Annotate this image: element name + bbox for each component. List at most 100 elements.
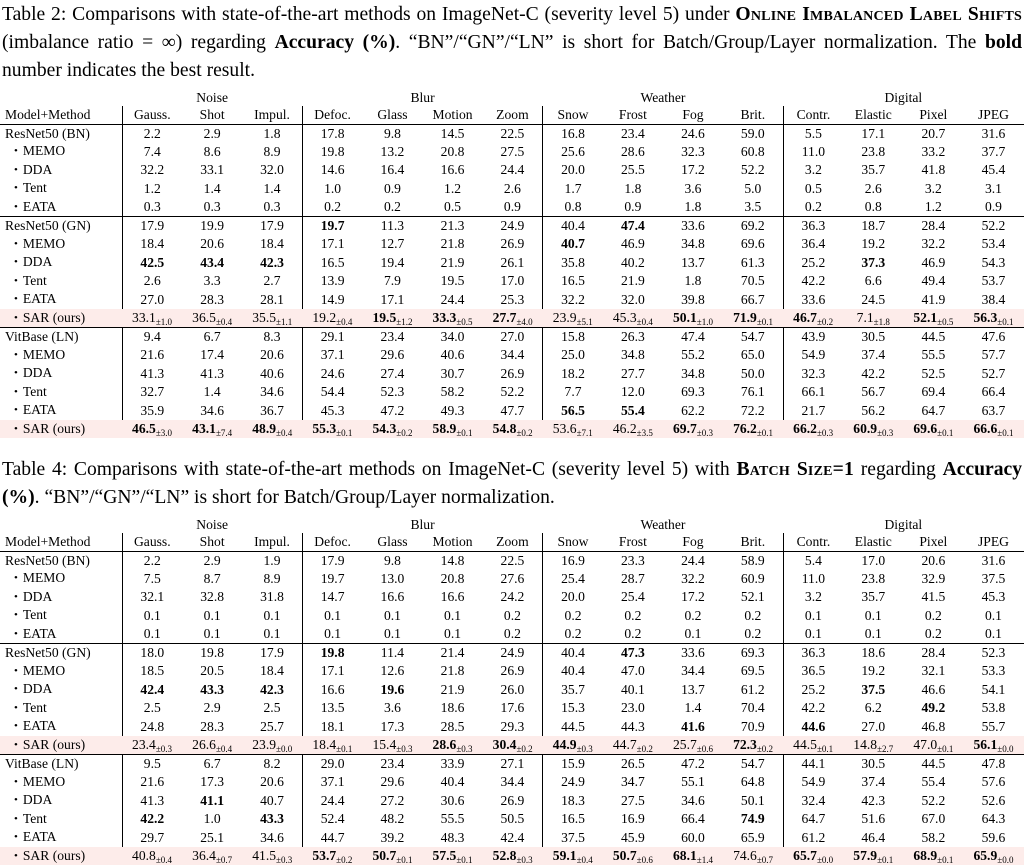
row-label-cell: •EATA bbox=[0, 717, 122, 736]
table-cell: 1.8 bbox=[242, 124, 302, 142]
column-header-elastic: Elastic bbox=[843, 106, 903, 124]
table-cell: 59.6 bbox=[963, 828, 1023, 847]
accuracy-value: 31.6 bbox=[982, 126, 1006, 141]
table-cell: 0.1 bbox=[423, 625, 483, 644]
table-cell: 33.6 bbox=[783, 290, 843, 309]
stddev-subscript: ±3.5 bbox=[637, 428, 653, 438]
table-cell: 44.5 bbox=[543, 717, 603, 736]
accuracy-value: 0.3 bbox=[264, 199, 281, 214]
table-cell: 43.3 bbox=[182, 680, 242, 699]
accuracy-value: 24.4 bbox=[501, 162, 525, 177]
accuracy-value: 25.7 bbox=[673, 737, 697, 752]
row-label-cell: •DDA bbox=[0, 680, 122, 699]
table-cell: 0.1 bbox=[663, 625, 723, 644]
method-label: Tent bbox=[23, 811, 47, 826]
table-cell: 19.8 bbox=[182, 644, 242, 662]
accuracy-value: 21.6 bbox=[140, 774, 164, 789]
method-label: Tent bbox=[23, 700, 47, 715]
column-header-jpeg: JPEG bbox=[963, 533, 1023, 551]
table-cell: 1.0 bbox=[182, 810, 242, 829]
table-cell: 56.1±0.0 bbox=[963, 736, 1023, 755]
table-cell: 27.0 bbox=[483, 328, 543, 346]
accuracy-value: 2.9 bbox=[204, 553, 221, 568]
table-cell: 29.7 bbox=[122, 828, 182, 847]
table-cell: 18.4 bbox=[242, 235, 302, 254]
table-cell: 17.2 bbox=[663, 161, 723, 180]
table-cell: 18.0 bbox=[122, 644, 182, 662]
accuracy-value: 29.0 bbox=[321, 756, 345, 771]
accuracy-value: 36.5 bbox=[192, 310, 216, 325]
accuracy-value: 53.3 bbox=[982, 663, 1006, 678]
accuracy-value: 33.9 bbox=[441, 756, 465, 771]
stddev-subscript: ±1.2 bbox=[396, 317, 412, 327]
table-cell: 1.2 bbox=[903, 198, 963, 217]
table-cell: 0.1 bbox=[843, 606, 903, 625]
table-cell: 21.4 bbox=[423, 644, 483, 662]
caption-segment: Table 4: Comparisons with state-of-the-a… bbox=[2, 459, 736, 480]
stddev-subscript: ±0.3 bbox=[456, 744, 472, 754]
table-cell: 47.7 bbox=[483, 401, 543, 420]
accuracy-value: 44.1 bbox=[802, 756, 826, 771]
accuracy-value: 3.6 bbox=[684, 181, 701, 196]
accuracy-value: 72.3 bbox=[733, 737, 757, 752]
accuracy-value: 53.4 bbox=[982, 236, 1006, 251]
accuracy-value: 53.7 bbox=[982, 273, 1006, 288]
accuracy-value: 29.6 bbox=[381, 774, 405, 789]
column-header-fog: Fog bbox=[663, 533, 723, 551]
accuracy-value: 33.6 bbox=[681, 218, 705, 233]
accuracy-value: 45.9 bbox=[621, 830, 645, 845]
accuracy-value: 34.4 bbox=[501, 774, 525, 789]
accuracy-value: 20.6 bbox=[260, 347, 284, 362]
bullet-icon: • bbox=[14, 238, 18, 250]
method-label: ResNet50 (GN) bbox=[5, 645, 91, 660]
table-cell: 56.3±0.1 bbox=[963, 309, 1023, 328]
table-cell: 25.5 bbox=[603, 161, 663, 180]
accuracy-value: 66.4 bbox=[681, 811, 705, 826]
table-cell: 18.4 bbox=[122, 235, 182, 254]
group-header-spacer bbox=[0, 90, 122, 106]
table-cell: 0.1 bbox=[242, 606, 302, 625]
accuracy-value: 55.5 bbox=[921, 347, 945, 362]
accuracy-value: 26.9 bbox=[501, 366, 525, 381]
table-cell: 43.3 bbox=[242, 810, 302, 829]
table-cell: 11.0 bbox=[783, 142, 843, 161]
accuracy-value: 32.0 bbox=[260, 162, 284, 177]
accuracy-value: 44.5 bbox=[921, 756, 945, 771]
method-label: EATA bbox=[23, 199, 57, 214]
accuracy-value: 30.4 bbox=[493, 737, 517, 752]
accuracy-value: 69.4 bbox=[921, 384, 945, 399]
accuracy-value: 0.2 bbox=[504, 608, 521, 623]
table-cell: 8.9 bbox=[242, 569, 302, 588]
table-cell: 3.6 bbox=[362, 699, 422, 718]
table-cell: 17.0 bbox=[483, 272, 543, 291]
column-header-defoc-: Defoc. bbox=[302, 106, 362, 124]
table-cell: 21.3 bbox=[423, 217, 483, 235]
accuracy-value: 42.3 bbox=[260, 255, 284, 270]
accuracy-value: 51.6 bbox=[861, 811, 885, 826]
accuracy-value: 19.9 bbox=[200, 218, 224, 233]
accuracy-value: 27.7 bbox=[621, 366, 645, 381]
accuracy-value: 7.1 bbox=[857, 310, 874, 325]
accuracy-value: 0.2 bbox=[504, 626, 521, 641]
accuracy-value: 0.5 bbox=[444, 199, 461, 214]
accuracy-value: 13.2 bbox=[381, 144, 405, 159]
accuracy-value: 8.9 bbox=[264, 144, 281, 159]
table-cell: 8.7 bbox=[182, 569, 242, 588]
accuracy-value: 20.8 bbox=[441, 144, 465, 159]
accuracy-value: 67.0 bbox=[921, 811, 945, 826]
table-cell: 52.6 bbox=[963, 791, 1023, 810]
table-cell: 54.1 bbox=[963, 680, 1023, 699]
table-cell: 55.7 bbox=[963, 717, 1023, 736]
accuracy-value: 17.2 bbox=[681, 162, 705, 177]
table-cell: 46.4 bbox=[843, 828, 903, 847]
accuracy-value: 14.8 bbox=[441, 553, 465, 568]
stddev-subscript: ±0.1 bbox=[336, 428, 352, 438]
accuracy-value: 57.5 bbox=[433, 848, 457, 863]
table-cell: 27.5 bbox=[483, 142, 543, 161]
accuracy-value: 13.7 bbox=[681, 255, 705, 270]
accuracy-value: 0.1 bbox=[384, 608, 401, 623]
table-cell: 20.8 bbox=[423, 569, 483, 588]
table-cell: 54.9 bbox=[783, 346, 843, 365]
